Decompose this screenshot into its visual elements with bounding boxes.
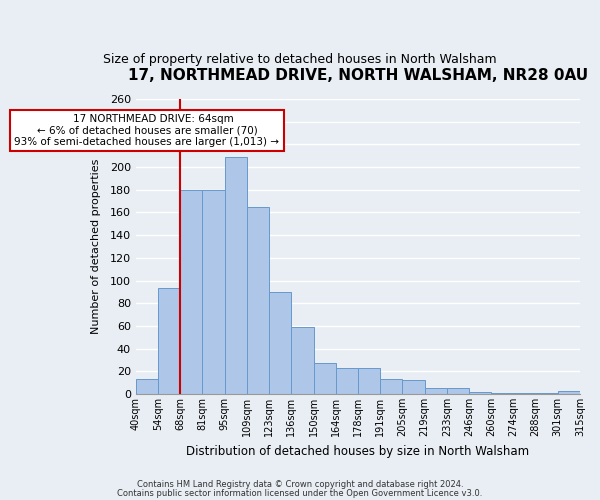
Bar bbox=[536, 393, 558, 394]
Text: Size of property relative to detached houses in North Walsham: Size of property relative to detached ho… bbox=[103, 52, 497, 66]
X-axis label: Distribution of detached houses by size in North Walsham: Distribution of detached houses by size … bbox=[187, 444, 530, 458]
Bar bbox=[358, 368, 380, 394]
Bar bbox=[202, 190, 224, 394]
Bar bbox=[180, 190, 202, 394]
Text: Contains HM Land Registry data © Crown copyright and database right 2024.: Contains HM Land Registry data © Crown c… bbox=[137, 480, 463, 489]
Bar bbox=[269, 292, 292, 394]
Bar bbox=[314, 364, 336, 394]
Bar bbox=[292, 327, 314, 394]
Text: 17 NORTHMEAD DRIVE: 64sqm
← 6% of detached houses are smaller (70)
93% of semi-d: 17 NORTHMEAD DRIVE: 64sqm ← 6% of detach… bbox=[14, 114, 280, 147]
Bar bbox=[224, 157, 247, 394]
Bar bbox=[403, 380, 425, 394]
Bar bbox=[558, 390, 580, 394]
Y-axis label: Number of detached properties: Number of detached properties bbox=[91, 159, 101, 334]
Bar bbox=[380, 380, 403, 394]
Bar bbox=[136, 380, 158, 394]
Bar bbox=[158, 288, 180, 394]
Bar bbox=[425, 388, 447, 394]
Bar bbox=[491, 393, 514, 394]
Bar bbox=[247, 207, 269, 394]
Bar bbox=[469, 392, 491, 394]
Bar bbox=[514, 393, 536, 394]
Title: 17, NORTHMEAD DRIVE, NORTH WALSHAM, NR28 0AU: 17, NORTHMEAD DRIVE, NORTH WALSHAM, NR28… bbox=[128, 68, 588, 82]
Bar bbox=[447, 388, 469, 394]
Text: Contains public sector information licensed under the Open Government Licence v3: Contains public sector information licen… bbox=[118, 488, 482, 498]
Bar bbox=[336, 368, 358, 394]
